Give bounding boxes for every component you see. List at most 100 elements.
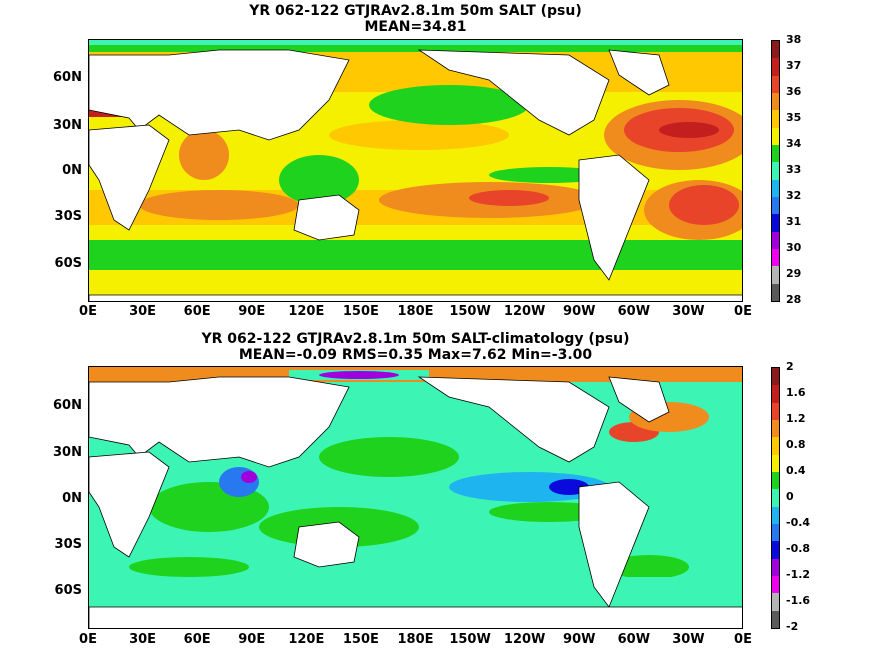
panel2-colorbar-label: -1.2 [786,568,811,581]
panel1-xtick: 30E [129,304,157,319]
colorbar-swatch [772,419,779,438]
panel2-xtick: 120W [503,632,546,647]
panel2-ytick-60S: 60S [54,583,82,598]
panel1-xtick: 90W [563,304,596,319]
panel2-title-line1: YR 062-122 GTJRAv2.8.1m 50m SALT-climato… [201,331,630,347]
panel1-colorbar-label: 37 [786,59,802,72]
panel1-xtick: 120E [288,304,325,319]
panel1-xtick: 150E [342,304,379,319]
panel2-colorbar [771,367,780,629]
panel2-colorbar-label: -0.8 [786,542,811,555]
panel1-colorbar-label: 35 [786,111,802,124]
panel2-colorbar-label: 2 [786,360,794,373]
panel1-colorbar-label: 33 [786,163,802,176]
panel2-xtick: 60W [617,632,651,647]
panel2-xtick: 30E [129,632,157,647]
panel2-xtick: 90W [563,632,596,647]
colorbar-swatch [772,471,779,490]
panel2-xtick: 0E [79,632,97,647]
panel1-ytick-30N: 30N [53,118,82,133]
colorbar-swatch [772,231,779,249]
panel1-title: YR 062-122 GTJRAv2.8.1m 50m SALT (psu) M… [88,3,743,35]
colorbar-swatch [772,385,779,403]
panel2-ytick-60N: 60N [53,398,82,413]
colorbar-swatch [772,283,779,301]
panel1-ytick-60S: 60S [54,256,82,271]
panel2-colorbar-label: -0.4 [786,516,811,529]
panel2-colorbar-label: 0 [786,490,794,503]
panel1-ytick-60N: 60N [53,70,82,85]
panel1-salinity-map [89,40,742,301]
panel1-ytick-30S: 30S [54,209,82,224]
panel1-xtick: 120W [503,304,546,319]
colorbar-swatch [772,506,779,524]
colorbar-swatch [772,489,779,507]
panel1-colorbar [771,40,780,302]
panel1-title-line1: YR 062-122 GTJRAv2.8.1m 50m SALT (psu) [249,3,582,19]
panel1-colorbar-label: 28 [786,293,802,306]
panel2-xtick: 120E [288,632,325,647]
panel2-xtick: 150W [449,632,491,647]
colorbar-swatch [772,41,779,59]
colorbar-swatch [772,58,779,76]
colorbar-swatch [772,214,779,232]
colorbar-swatch [772,92,779,111]
panel1-xtick: 60W [617,304,651,319]
panel1-colorbar-label: 34 [786,137,802,150]
panel2-ytick-0N: 0N [62,491,82,506]
panel2-salinity-anomaly-map [89,367,742,628]
panel1-xtick: 30W [672,304,705,319]
panel2-xtick: 150E [342,632,379,647]
colorbar-swatch [772,179,779,197]
panel2-colorbar-label: 1.2 [786,412,806,425]
panel2-ytick-30N: 30N [53,445,82,460]
panel2-xtick: 180E [397,632,434,647]
panel1-title-line2: MEAN=34.81 [364,19,467,35]
colorbar-swatch [772,75,779,93]
panel2-colorbar-label: -2 [786,620,799,633]
panel1-colorbar-label: 29 [786,267,802,280]
panel1-xtick: 0E [79,304,97,319]
panel1-map [88,39,743,302]
panel2-colorbar-label: 1.6 [786,386,806,399]
panel2-xtick: 30W [672,632,705,647]
panel1-colorbar-label: 36 [786,85,802,98]
panel1-xtick: 90E [238,304,266,319]
colorbar-swatch [772,266,779,284]
panel2-colorbar-label: 0.4 [786,464,806,477]
colorbar-swatch [772,368,779,386]
colorbar-swatch [772,575,779,594]
panel2-map [88,366,743,629]
panel1-colorbar-label: 38 [786,33,802,46]
panel2-xtick: 90E [238,632,266,647]
panel1-colorbar-label: 32 [786,189,802,202]
colorbar-swatch [772,437,779,455]
panel1-xtick: 180E [397,304,434,319]
colorbar-swatch [772,196,779,215]
colorbar-swatch [772,610,779,628]
panel2-colorbar-label: -1.6 [786,594,811,607]
panel1-ytick-0N: 0N [62,163,82,178]
colorbar-swatch [772,593,779,611]
panel2-colorbar-label: 0.8 [786,438,806,451]
colorbar-swatch [772,162,779,180]
colorbar-swatch [772,541,779,559]
panel1-xtick: 0E [734,304,752,319]
colorbar-swatch [772,248,779,267]
colorbar-swatch [772,523,779,542]
panel2-xtick: 0E [734,632,752,647]
colorbar-swatch [772,144,779,163]
panel1-xtick: 150W [449,304,491,319]
panel2-ytick-30S: 30S [54,537,82,552]
panel1-colorbar-label: 30 [786,241,802,254]
colorbar-swatch [772,558,779,576]
panel2-xtick: 60E [183,632,211,647]
colorbar-swatch [772,127,779,145]
colorbar-swatch [772,110,779,128]
colorbar-swatch [772,454,779,472]
panel2-title: YR 062-122 GTJRAv2.8.1m 50m SALT-climato… [88,331,743,363]
panel1-colorbar-label: 31 [786,215,802,228]
panel1-xtick: 60E [183,304,211,319]
panel2-title-line2: MEAN=-0.09 RMS=0.35 Max=7.62 Min=-3.00 [238,347,593,363]
colorbar-swatch [772,402,779,420]
